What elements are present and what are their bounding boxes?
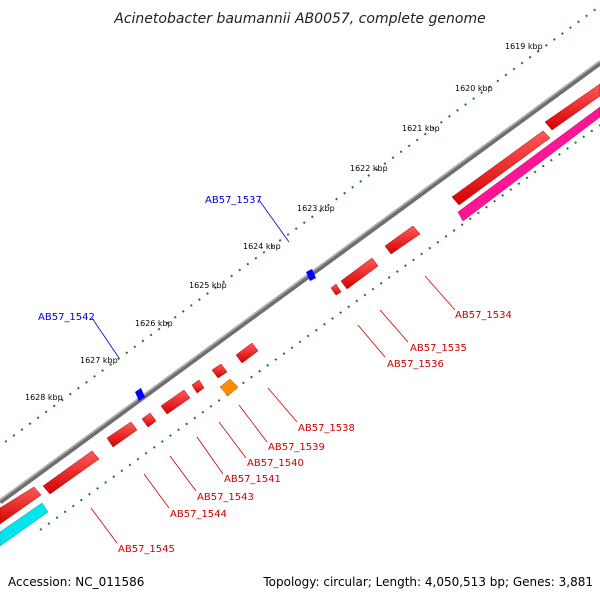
map-title: Acinetobacter baumannii AB0057, complete…: [113, 11, 485, 27]
gene-ab57-1541[interactable]: [191, 379, 205, 394]
accession-text: Accession: NC_011586: [8, 575, 144, 589]
leader-ab57-1534: [424, 275, 456, 311]
tick-label-1625: 1625 kbp: [189, 281, 227, 290]
gene-ab57-1537[interactable]: [306, 269, 316, 281]
tick-label-1622: 1622 kbp: [350, 164, 388, 173]
leader-lines: [90, 199, 456, 544]
tick-label-1627: 1627 kbp: [80, 356, 118, 365]
label-ab57-1540[interactable]: AB57_1540: [247, 458, 304, 469]
gene-labels: AB57_1537 AB57_1542 AB57_1534 AB57_1535 …: [38, 195, 512, 555]
label-ab57-1536[interactable]: AB57_1536: [387, 359, 444, 370]
gene-ab57-1538[interactable]: [235, 342, 259, 364]
leader-ab57-1544: [143, 473, 170, 509]
scale-labels: 1619 kbp 1620 kbp 1621 kbp 1622 kbp 1623…: [25, 42, 543, 402]
genome-summary-text: Topology: circular; Length: 4,050,513 bp…: [262, 575, 593, 589]
tick-label-1624: 1624 kbp: [243, 242, 281, 251]
gene-red-1[interactable]: [451, 130, 551, 206]
leader-ab57-1543: [169, 455, 197, 492]
leader-ab57-1539: [238, 404, 268, 443]
leader-ab57-1538: [267, 387, 298, 423]
gene-ab57-1534[interactable]: [384, 225, 421, 255]
feature-magenta[interactable]: [457, 106, 600, 222]
label-ab57-1545[interactable]: AB57_1545: [118, 544, 175, 555]
leader-ab57-1541: [196, 436, 224, 475]
tick-label-1620: 1620 kbp: [455, 84, 493, 93]
leader-ab57-1537: [258, 199, 290, 243]
gene-ab57-1544[interactable]: [106, 421, 138, 448]
leader-ab57-1535: [379, 309, 409, 343]
feature-cyan[interactable]: [0, 502, 49, 547]
gene-red-edge[interactable]: [0, 486, 42, 525]
label-ab57-1534[interactable]: AB57_1534: [455, 310, 512, 321]
leader-ab57-1540: [218, 421, 247, 459]
label-ab57-1538[interactable]: AB57_1538: [298, 423, 355, 434]
label-ab57-1542[interactable]: AB57_1542: [38, 312, 95, 323]
genome-backbone: [0, 60, 600, 505]
tick-label-1619: 1619 kbp: [505, 42, 543, 51]
gene-ab57-1542[interactable]: [135, 388, 145, 401]
genome-backbone-highlight: [0, 60, 600, 501]
leader-ab57-1536: [357, 324, 386, 358]
label-ab57-1535[interactable]: AB57_1535: [410, 343, 467, 354]
gene-ab57-1545[interactable]: [42, 450, 100, 495]
tick-label-1621: 1621 kbp: [402, 124, 440, 133]
scale-ring-inner: [39, 124, 600, 531]
tick-label-1626: 1626 kbp: [135, 319, 173, 328]
gene-ab57-1544-small[interactable]: [141, 412, 157, 428]
gene-ab57-1536[interactable]: [330, 283, 342, 296]
label-ab57-1544[interactable]: AB57_1544: [170, 509, 227, 520]
label-ab57-1539[interactable]: AB57_1539: [268, 442, 325, 453]
gene-red-2[interactable]: [544, 83, 600, 131]
leader-ab57-1542: [91, 317, 120, 359]
reverse-genes: [0, 83, 600, 525]
gene-ab57-1540[interactable]: [211, 363, 228, 379]
gene-ab57-1543[interactable]: [160, 389, 191, 415]
gene-ab57-1539[interactable]: [219, 378, 239, 397]
tick-label-1628: 1628 kbp: [25, 393, 63, 402]
gene-ab57-1535[interactable]: [340, 257, 379, 290]
label-ab57-1541[interactable]: AB57_1541: [224, 474, 281, 485]
label-ab57-1543[interactable]: AB57_1543: [197, 492, 254, 503]
leader-ab57-1545: [90, 507, 118, 544]
label-ab57-1537[interactable]: AB57_1537: [205, 195, 262, 206]
tick-label-1623: 1623 kbp: [297, 204, 335, 213]
scale-ring-outer: [4, 5, 600, 443]
